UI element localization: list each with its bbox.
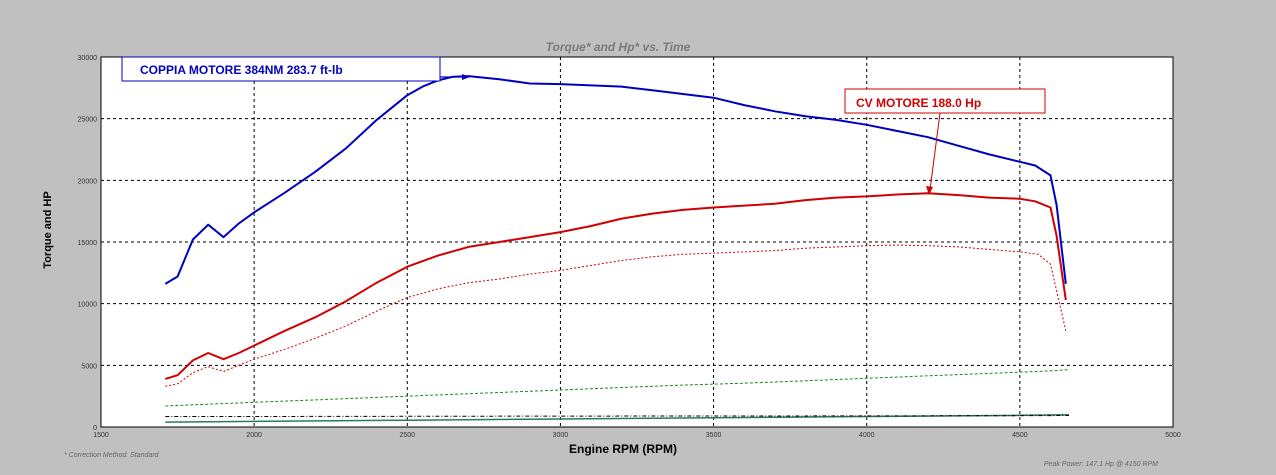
series-line-2 — [165, 244, 1067, 387]
x-tick-label: 5000 — [1165, 432, 1181, 439]
series-lines — [164, 75, 1069, 423]
power-arrow-head — [926, 186, 933, 195]
torque-annotation: COPPIA MOTORE 384NM 283.7 ft-lb — [121, 56, 470, 82]
x-tick-label: 4500 — [1012, 432, 1028, 439]
x-tick-label: 4000 — [859, 432, 875, 439]
chart-title: Torque* and Hp* vs. Time — [546, 40, 691, 54]
y-tick-label: 30000 — [78, 55, 98, 62]
x-tick-labels: 1500 2000 2500 3000 3500 4000 4500 5000 — [93, 432, 1181, 439]
y-tick-labels: 0 5000 10000 15000 20000 25000 30000 — [78, 55, 98, 432]
y-tick-label: 10000 — [78, 302, 98, 309]
correction-footnote: * Correction Method: Standard — [64, 452, 160, 459]
x-tick-label: 2500 — [399, 432, 415, 439]
series-line-1 — [165, 192, 1067, 380]
gridlines — [101, 57, 1173, 427]
y-axis-label: Torque and HP — [42, 191, 54, 268]
power-annotation-text: CV MOTORE 188.0 Hp — [856, 96, 981, 110]
x-tick-label: 3000 — [553, 432, 569, 439]
power-annotation-box — [844, 88, 1046, 114]
y-tick-label: 5000 — [81, 363, 97, 370]
series-line-0 — [164, 75, 1067, 285]
torque-annotation-text: COPPIA MOTORE 384NM 283.7 ft-lb — [140, 63, 343, 77]
torque-annotation-box — [121, 56, 441, 82]
y-tick-label: 20000 — [78, 178, 98, 185]
x-tick-label: 3500 — [706, 432, 722, 439]
power-annotation: CV MOTORE 188.0 Hp — [844, 88, 1046, 195]
x-axis-label: Engine RPM (RPM) — [569, 442, 677, 456]
peak-power-footnote: Peak Power: 147.1 Hp @ 4150 RPM — [1044, 461, 1158, 468]
series-line-3 — [165, 369, 1069, 407]
x-tick-label: 2000 — [246, 432, 262, 439]
power-annotation-arrow — [929, 112, 941, 191]
x-tick-label: 1500 — [93, 432, 109, 439]
y-tick-label: 25000 — [78, 117, 98, 124]
y-tick-label: 15000 — [78, 240, 98, 247]
series-line-5 — [165, 415, 1069, 417]
y-tick-label: 0 — [93, 425, 97, 432]
torque-arrow-head — [462, 74, 470, 80]
